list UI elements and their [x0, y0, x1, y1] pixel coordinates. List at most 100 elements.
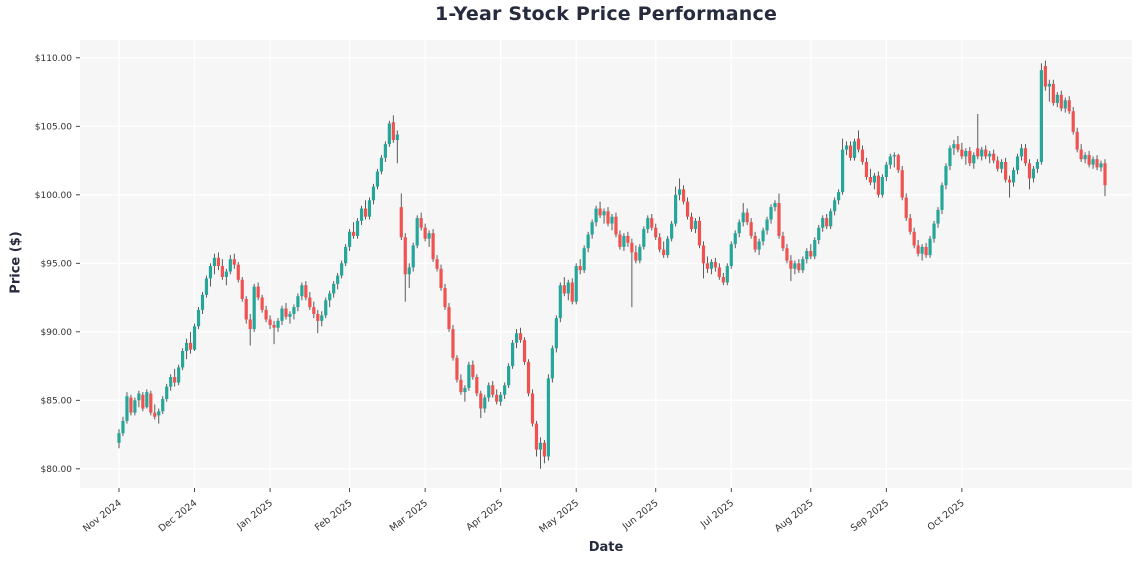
candle-up: [463, 387, 467, 393]
candle-up: [224, 271, 228, 278]
candle-up: [467, 364, 471, 388]
candle-down: [435, 259, 439, 269]
candle-down: [562, 285, 566, 294]
candle-down: [896, 155, 900, 171]
candle-down: [1027, 163, 1032, 179]
candle-up: [821, 218, 825, 228]
candle-down: [634, 252, 638, 261]
candle-up: [371, 186, 376, 201]
candle-up: [181, 350, 185, 368]
candle-up: [602, 211, 606, 216]
candle-down: [908, 218, 912, 232]
candle-down: [650, 218, 654, 228]
candle-up: [288, 314, 292, 317]
candle-down: [188, 342, 193, 350]
candle-up: [964, 150, 968, 157]
candle-up: [558, 285, 562, 319]
candle-up: [586, 234, 590, 249]
candle-up: [932, 223, 936, 239]
candle-up: [1047, 83, 1051, 87]
candle-down: [701, 245, 706, 264]
candle-up: [622, 235, 626, 247]
candle-down: [825, 218, 829, 227]
candle-up: [566, 282, 570, 294]
x-tick-label: Mar 2025: [388, 498, 430, 534]
y-tick-label: $90.00: [41, 328, 73, 338]
x-tick-label: Feb 2025: [313, 498, 354, 534]
candle-down: [399, 207, 403, 238]
candle-up: [507, 366, 511, 386]
candle-down: [785, 248, 789, 261]
candle-up: [852, 141, 857, 158]
candle-down: [904, 197, 908, 219]
candle-down: [705, 263, 710, 269]
candle-down: [781, 235, 785, 249]
candle-down: [240, 279, 244, 299]
candle-down: [745, 212, 749, 223]
candle-down: [809, 250, 813, 257]
candle-up: [1063, 100, 1067, 109]
candle-up: [328, 293, 332, 301]
candle-down: [777, 203, 781, 236]
candle-up: [674, 194, 678, 224]
candle-down: [284, 308, 288, 317]
candle-down: [471, 364, 475, 378]
candle-up: [1000, 161, 1004, 169]
candle-up: [196, 309, 201, 327]
candle-up: [117, 433, 121, 443]
candle-up: [594, 208, 598, 223]
candle-up: [395, 134, 399, 141]
candle-down: [153, 412, 157, 417]
candle-down: [1023, 148, 1028, 164]
candle-up: [252, 286, 256, 330]
candle-up: [1091, 159, 1095, 165]
candle-up: [1015, 156, 1020, 171]
candle-up: [487, 385, 491, 398]
candle-up: [514, 333, 519, 343]
candle-up: [379, 157, 384, 172]
candle-up: [137, 393, 141, 401]
candle-down: [916, 245, 920, 254]
candle-down: [479, 393, 483, 409]
candle-up: [844, 145, 849, 150]
candle-up: [320, 315, 324, 321]
candle-down: [1004, 161, 1008, 180]
candle-down: [431, 233, 435, 260]
candle-up: [208, 266, 213, 279]
candle-down: [141, 394, 145, 409]
candle-up: [1099, 163, 1103, 168]
candle-up: [204, 278, 209, 295]
x-tick-label: Sep 2025: [849, 498, 891, 534]
candle-down: [518, 333, 523, 341]
candle-down: [976, 148, 980, 157]
candle-up: [184, 342, 189, 351]
candle-down: [860, 149, 865, 162]
candle-down: [459, 379, 463, 393]
candle-down: [149, 393, 153, 413]
candle-up: [709, 261, 713, 269]
candle-up: [988, 153, 992, 157]
candle-up: [928, 238, 932, 256]
candle-down: [685, 201, 690, 217]
candle-up: [666, 238, 670, 256]
candle-up: [169, 377, 173, 387]
candle-up: [829, 211, 833, 227]
y-tick-label: $85.00: [41, 396, 73, 406]
candle-down: [578, 266, 582, 271]
candle-down: [495, 394, 499, 402]
candle-up: [582, 248, 586, 271]
x-tick-label: Dec 2024: [157, 498, 200, 535]
candle-up: [872, 175, 877, 183]
candle-up: [936, 209, 940, 224]
candle-down: [681, 189, 686, 202]
candle-down: [232, 259, 236, 265]
candle-down: [447, 307, 451, 330]
candle-up: [367, 200, 372, 217]
candle-up: [972, 155, 976, 164]
candle-up: [157, 411, 161, 416]
x-tick-label: May 2025: [537, 498, 581, 536]
candle-up: [550, 348, 554, 379]
candle-down: [526, 361, 531, 394]
candle-down: [316, 314, 320, 321]
